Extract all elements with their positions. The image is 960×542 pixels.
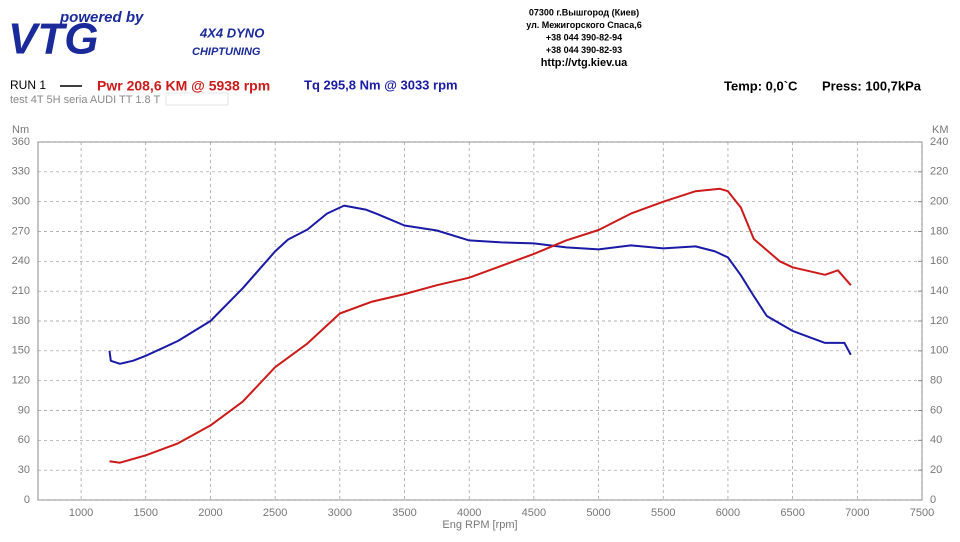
y-tick-label: 210 [12,285,30,297]
address-line: +38 044 390-82-93 [546,45,622,55]
brand-sub: CHIPTUNING [192,46,261,58]
series-line [108,204,852,365]
x-tick-label: 3500 [392,507,416,519]
pressure: Press: 100,7kPa [822,78,922,93]
y-tick-label: 30 [18,464,30,476]
y2-tick-label: 160 [930,255,948,267]
y2-tick-label: 20 [930,464,942,476]
y2-tick-label: 220 [930,166,948,178]
x-tick-label: 6000 [716,507,740,519]
torque-summary: Tq 295,8 Nm @ 3033 rpm [304,77,458,92]
x-tick-label: 1000 [69,507,93,519]
y2-tick-label: 60 [930,404,942,416]
x-tick-label: 1500 [134,507,158,519]
address: 07300 г.Вышгород (Киев) ул. Межигорского … [526,7,642,69]
x-tick-label: 3000 [328,507,352,519]
y2-tick-label: 180 [930,225,948,237]
x-tick-label: 7000 [845,507,869,519]
y-tick-label: 270 [12,225,30,237]
x-tick-label: 2000 [198,507,222,519]
overlay-box [165,92,229,106]
y-tick-label: 240 [12,255,30,267]
y2-axis-label: KM [932,124,949,136]
y2-tick-label: 40 [930,434,942,446]
y2-tick-label: 100 [930,345,948,357]
address-line: ул. Межигорского Спаса,6 [526,20,642,30]
x-tick-label: 4000 [457,507,481,519]
y-tick-label: 60 [18,434,30,446]
x-axis-label: Eng RPM [rpm] [442,519,517,531]
address-line: 07300 г.Вышгород (Киев) [529,7,639,17]
x-tick-label: 2500 [263,507,287,519]
y-tick-label: 0 [24,494,30,506]
y2-tick-label: 240 [930,136,948,148]
y-tick-label: 300 [12,196,30,208]
y-tick-label: 120 [12,375,30,387]
y-axis-label: Nm [12,124,29,136]
brand: 4X4 DYNO [199,25,264,40]
x-tick-label: 5500 [651,507,675,519]
address-line: http://vtg.kiev.ua [541,57,628,69]
y-tick-label: 150 [12,345,30,357]
x-tick-label: 5000 [586,507,610,519]
y2-tick-label: 0 [930,494,936,506]
y-tick-label: 330 [12,166,30,178]
temperature: Temp: 0,0`C [724,78,798,93]
y2-tick-label: 80 [930,375,942,387]
run-label: RUN 1 [10,78,46,92]
y2-tick-label: 200 [930,196,948,208]
run-description: test 4T 5H seria AUDI TT 1.8 T [10,94,160,106]
address-line: +38 044 390-82-94 [546,32,622,42]
x-tick-label: 4500 [522,507,546,519]
y-tick-label: 360 [12,136,30,148]
power-summary: Pwr 208,6 KM @ 5938 rpm [97,78,270,94]
x-tick-label: 6500 [780,507,804,519]
logo: VTG [8,15,98,64]
tagline: powered by [59,9,144,26]
series-line [109,187,852,464]
y-tick-label: 180 [12,315,30,327]
y-tick-label: 90 [18,404,30,416]
x-tick-label: 7500 [910,507,934,519]
y2-tick-label: 120 [930,315,948,327]
y2-tick-label: 140 [930,285,948,297]
